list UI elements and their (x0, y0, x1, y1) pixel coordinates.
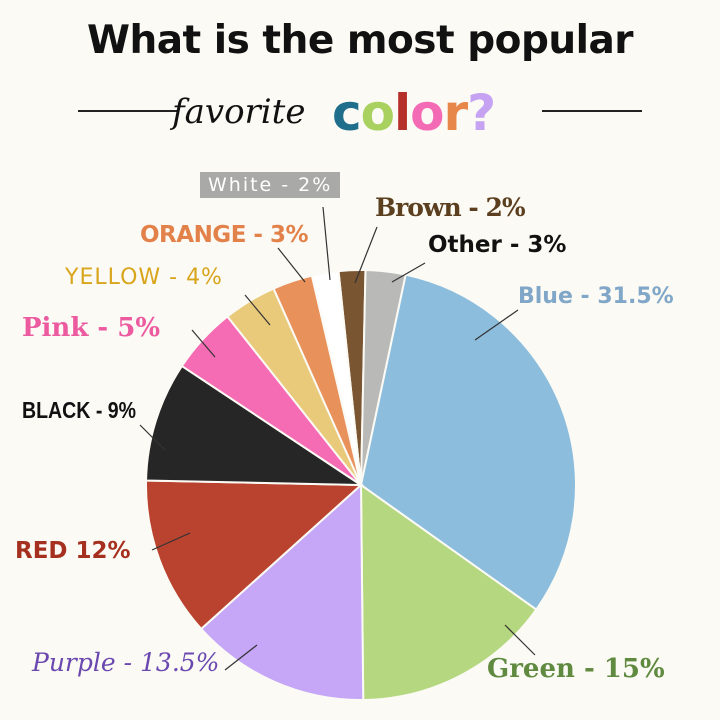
divider-left (78, 110, 178, 112)
chart-title: What is the most popular (86, 18, 634, 63)
color-letter: o (410, 84, 444, 142)
leader-line-red (151, 532, 191, 551)
color-letter: c (332, 84, 362, 142)
slice-label-pink: Pink - 5% (22, 313, 161, 343)
subtitle-favorite: favorite (172, 92, 306, 132)
slice-label-yellow: YELLOW - 4% (65, 265, 223, 290)
subtitle-color-word: color? (332, 84, 496, 142)
pie-slice-green (359, 483, 538, 701)
slice-label-purple: Purple - 13.5% (32, 648, 220, 677)
pie-slice-blue (359, 273, 577, 611)
color-letter: ? (467, 84, 496, 142)
slice-label-red: RED 12% (15, 538, 131, 564)
leader-line-other (391, 262, 426, 283)
leader-line-brown (354, 226, 378, 284)
leader-line-yellow (244, 294, 271, 326)
slice-label-green: Green - 15% (487, 654, 665, 684)
leader-line-green (504, 624, 536, 656)
slice-label-white: White - 2% (200, 172, 341, 198)
slice-label-blue: Blue - 31.5% (518, 284, 674, 309)
subtitle-row: favorite color? (0, 82, 720, 142)
pie-slice-red (145, 479, 364, 631)
color-letter: l (394, 84, 411, 142)
pie-slice-black (145, 364, 365, 487)
pie-slice-purple (199, 482, 365, 701)
leader-line-blue (474, 309, 519, 341)
slice-label-black: BLACK - 9% (22, 397, 137, 423)
color-letter: r (443, 84, 469, 142)
divider-right (542, 110, 642, 112)
leader-line-orange (277, 247, 306, 283)
leader-line-purple (224, 644, 258, 671)
color-letter: o (360, 84, 395, 142)
leader-line-black (139, 424, 166, 451)
pie-slice-white (310, 270, 362, 486)
slice-label-brown: Brown - 2% (375, 193, 526, 222)
leader-line-pink (191, 329, 216, 358)
leader-line-white (322, 206, 331, 281)
slice-label-orange: ORANGE - 3% (140, 222, 309, 248)
slice-label-other: Other - 3% (428, 232, 567, 258)
